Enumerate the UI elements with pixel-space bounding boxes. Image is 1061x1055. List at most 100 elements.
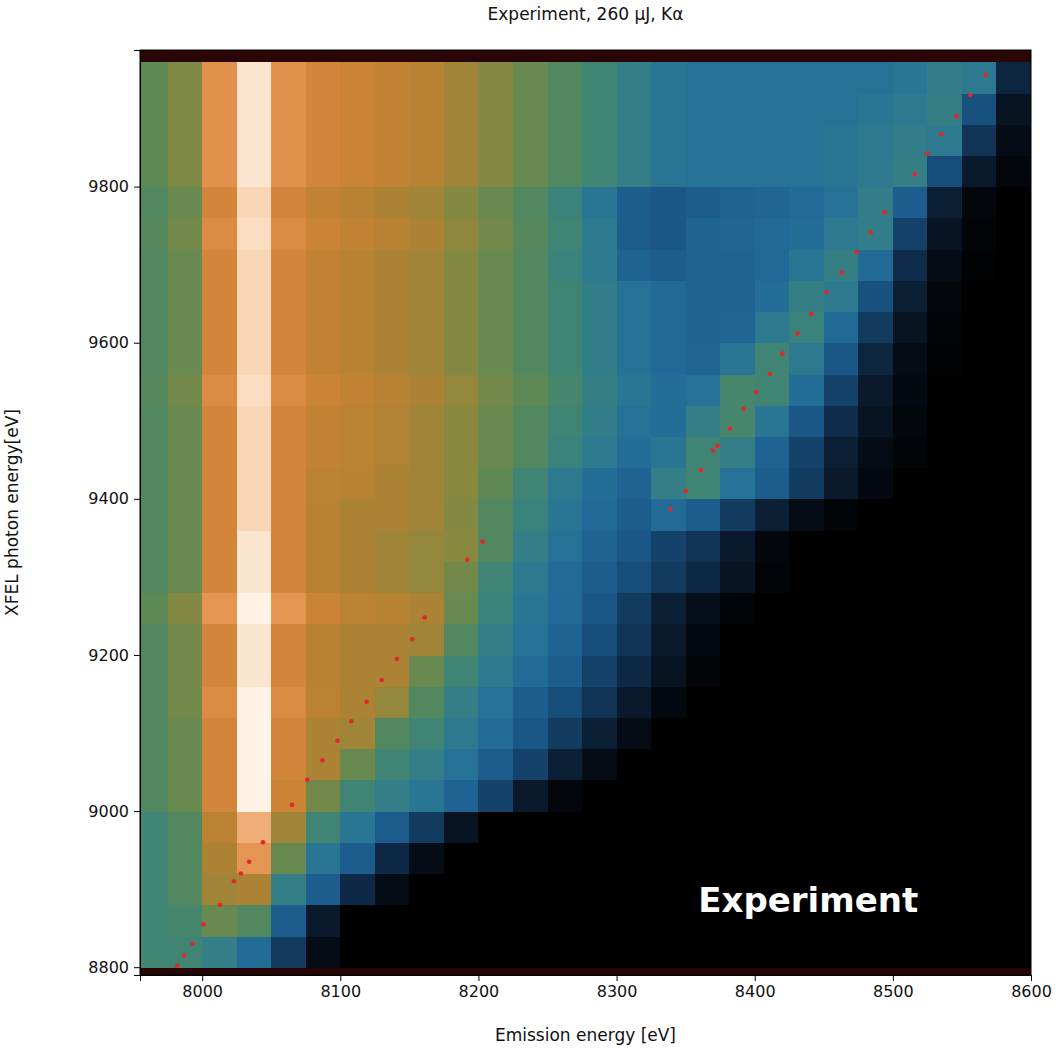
heatmap-cell [962, 374, 997, 406]
heatmap-cell [271, 905, 306, 937]
heatmap-cell [202, 593, 237, 625]
heatmap-cell [858, 686, 893, 718]
tick-label: 8600 [1011, 982, 1052, 1001]
heatmap-cell [202, 874, 237, 906]
heatmap-cell [202, 311, 237, 343]
heatmap-cell [237, 686, 272, 718]
heatmap-cell [271, 530, 306, 562]
heatmap-cell [237, 936, 272, 968]
heatmap-cell [513, 905, 548, 937]
heatmap-cell [202, 218, 237, 250]
heatmap-cell [168, 842, 203, 874]
heatmap-cell [140, 124, 168, 156]
heatmap-cell [582, 62, 617, 94]
heatmap-cell [140, 249, 168, 281]
heatmap-cell [651, 218, 686, 250]
heatmap-cell [444, 874, 479, 906]
heatmap-cell [140, 499, 168, 531]
heatmap-cell [617, 405, 652, 437]
tick: 9400 [88, 489, 140, 508]
heatmap-cell [789, 717, 824, 749]
heatmap-cell [140, 155, 168, 187]
heatmap-cell [789, 155, 824, 187]
heatmap-cell [582, 780, 617, 812]
heatmap-cell [893, 717, 928, 749]
scatter-point [795, 331, 800, 336]
heatmap-cell [375, 374, 410, 406]
heatmap-cell [306, 155, 341, 187]
scatter-point [379, 678, 384, 683]
heatmap-cell [444, 124, 479, 156]
heatmap-cell [858, 842, 893, 874]
heatmap-cell [755, 343, 790, 375]
heatmap-cell [824, 530, 859, 562]
heatmap-cell [789, 343, 824, 375]
heatmap-cell [824, 811, 859, 843]
heatmap-cell [168, 93, 203, 125]
heatmap-cell [927, 561, 962, 593]
heatmap-cell [651, 124, 686, 156]
heatmap-cell [409, 811, 444, 843]
heatmap-cell [271, 593, 306, 625]
heatmap-cell [755, 93, 790, 125]
tick: 8200 [459, 975, 500, 1001]
heatmap-cell [893, 343, 928, 375]
scatter-point [201, 922, 206, 927]
heatmap-cell [789, 499, 824, 531]
tick-label: 9600 [88, 333, 129, 352]
tick-mark [1031, 975, 1032, 981]
heatmap-cell [478, 218, 513, 250]
heatmap-cell [893, 530, 928, 562]
heatmap-cell [548, 780, 583, 812]
heatmap-cell [789, 811, 824, 843]
heatmap-cell [996, 436, 1031, 468]
heatmap-cell [513, 530, 548, 562]
heatmap-cell [548, 499, 583, 531]
heatmap-cell [168, 936, 203, 968]
heatmap-cell [686, 155, 721, 187]
heatmap-cell [962, 280, 997, 312]
heatmap-cell [962, 749, 997, 781]
heatmap-cell [720, 811, 755, 843]
heatmap-cell [617, 218, 652, 250]
heatmap-cell [617, 249, 652, 281]
heatmap-cell [340, 717, 375, 749]
heatmap-cell [824, 624, 859, 656]
tick-label: 8300 [597, 982, 638, 1001]
heatmap-cell [375, 468, 410, 500]
heatmap-cell [893, 780, 928, 812]
heatmap-cell [651, 811, 686, 843]
heatmap-cell [340, 624, 375, 656]
tick: 8600 [1011, 975, 1052, 1001]
scatter-point [395, 657, 400, 662]
heatmap-cell [686, 499, 721, 531]
tick-label: 8100 [320, 982, 361, 1001]
tick-mark [893, 975, 894, 981]
heatmap-cell [962, 686, 997, 718]
heatmap-cell [789, 842, 824, 874]
heatmap-cell [927, 124, 962, 156]
heatmap-cell [996, 874, 1031, 906]
heatmap-cell [409, 842, 444, 874]
heatmap-cell [996, 686, 1031, 718]
heatmap-cell [824, 686, 859, 718]
heatmap-cell [271, 405, 306, 437]
heatmap-cell [375, 155, 410, 187]
heatmap-cell [617, 124, 652, 156]
heatmap-cell [893, 468, 928, 500]
heatmap-cell [548, 593, 583, 625]
heatmap-cell [720, 93, 755, 125]
heatmap-cell [996, 343, 1031, 375]
heatmap-cell [478, 124, 513, 156]
heatmap-cell [340, 749, 375, 781]
heatmap-cell [409, 93, 444, 125]
heatmap-cell [858, 405, 893, 437]
heatmap-cell [858, 218, 893, 250]
heatmap-cell [651, 93, 686, 125]
heatmap-cell [202, 62, 237, 94]
heatmap-cell [237, 780, 272, 812]
heatmap-cell [202, 842, 237, 874]
heatmap-cell [686, 717, 721, 749]
heatmap-cell [617, 686, 652, 718]
scatter-series [175, 73, 988, 968]
